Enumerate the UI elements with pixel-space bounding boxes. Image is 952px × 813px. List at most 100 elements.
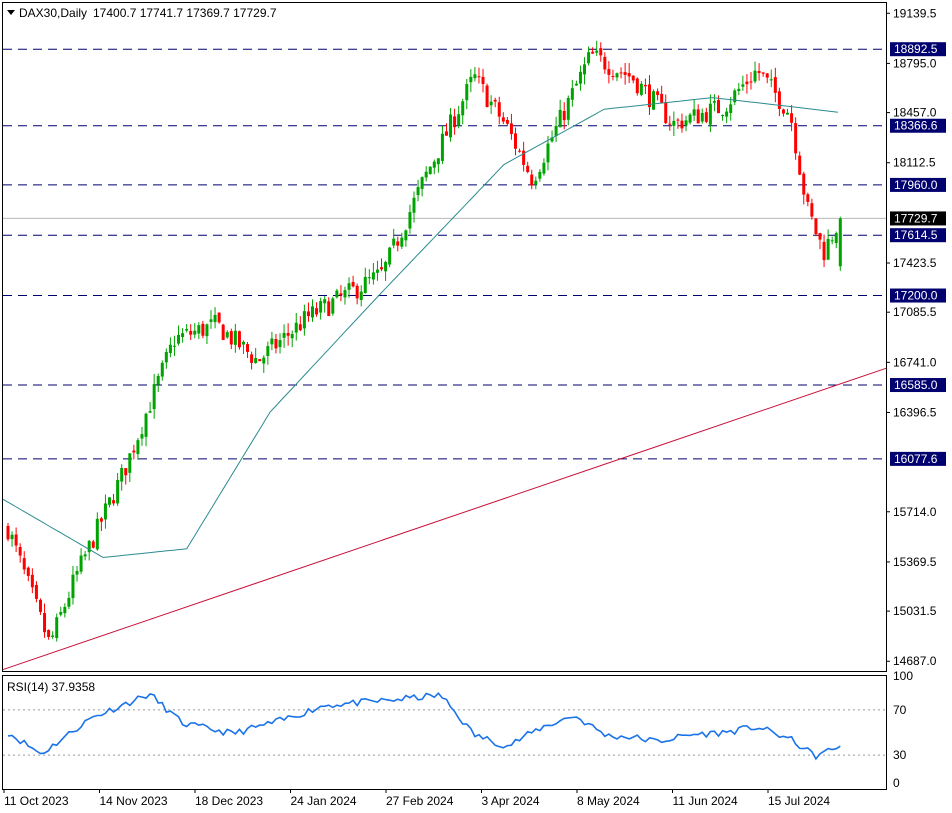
y-tick-label: 16741.0	[893, 355, 937, 369]
candle-body	[631, 75, 635, 81]
candle-body	[570, 88, 574, 100]
y-tick-label: 19139.5	[893, 6, 937, 20]
level-label-box	[890, 177, 946, 192]
current-price-box	[890, 211, 946, 226]
y-tick-label: 17423.5	[893, 256, 937, 270]
candle-body	[59, 611, 63, 615]
candle-body	[10, 534, 14, 540]
candle-body	[193, 330, 197, 335]
candle-body	[38, 599, 42, 612]
candle-body	[603, 56, 607, 70]
candle-body	[444, 131, 448, 136]
candle-body	[189, 330, 193, 335]
candle-body	[392, 238, 396, 246]
candle-body	[347, 283, 351, 290]
candle-body	[335, 290, 339, 298]
candle-body	[116, 479, 120, 504]
candle-body	[680, 120, 684, 129]
x-tick-label: 24 Jan 2024	[291, 794, 357, 808]
date-axis: 11 Oct 2023 14 Nov 2023 18 Dec 2023 24 Jan …	[3, 789, 830, 808]
candle-body	[327, 301, 331, 316]
candle-body	[838, 218, 842, 267]
candle-body	[87, 540, 91, 553]
candle-body	[177, 334, 181, 344]
candle-body	[51, 635, 55, 637]
candle-body	[323, 299, 327, 304]
candle-body	[306, 311, 310, 317]
candle-body	[587, 52, 591, 64]
level-label-box	[890, 378, 946, 393]
y-tick-label: 18457.0	[893, 106, 937, 120]
candle-body	[6, 525, 10, 540]
candle-body	[416, 187, 420, 196]
candle-body	[63, 606, 67, 614]
candle-body	[461, 101, 465, 116]
candle-body	[55, 617, 59, 639]
candle-body	[505, 119, 509, 124]
candle-body	[380, 267, 384, 270]
candle-body	[652, 91, 656, 110]
candle-body	[822, 241, 826, 261]
candle-body	[339, 293, 343, 296]
candle-body	[684, 120, 688, 126]
y-tick-label: 15369.5	[893, 555, 937, 569]
candle-body	[554, 125, 558, 137]
candle-body	[786, 112, 790, 115]
candle-body	[136, 440, 140, 455]
y-tick-label: 18795.0	[893, 56, 937, 70]
candle-body	[258, 359, 262, 362]
candle-body	[388, 247, 392, 265]
candle-body	[250, 354, 254, 363]
candle-body	[725, 111, 729, 117]
candle-body	[436, 158, 440, 165]
main-pane-frame	[2, 2, 887, 672]
candle-body	[319, 301, 323, 313]
moving-average-layer	[2, 97, 839, 559]
candle-body	[254, 358, 258, 363]
candle-body	[43, 613, 47, 633]
menu-triangle-icon[interactable]	[7, 10, 15, 15]
candle-body	[412, 197, 416, 213]
candle-body	[160, 362, 164, 377]
candle-body	[790, 113, 794, 123]
candle-body	[294, 322, 298, 333]
rsi-tick-label: 0	[893, 776, 900, 790]
y-tick-label: 18112.5	[893, 156, 936, 170]
candle-body	[14, 534, 18, 546]
candle-body	[639, 83, 643, 95]
level-label: 16077.6	[894, 452, 938, 466]
candle-body	[384, 261, 388, 272]
x-tick-label: 27 Feb 2024	[386, 794, 454, 808]
candle-body	[75, 571, 79, 575]
y-tick-label: 15031.5	[893, 604, 937, 618]
candle-body	[424, 171, 428, 178]
moving-average-line	[2, 97, 839, 559]
candle-body	[270, 338, 274, 345]
candle-body	[266, 346, 270, 357]
level-label: 17614.5	[894, 228, 938, 242]
candle-body	[643, 84, 647, 87]
candle-body	[497, 102, 501, 117]
candle-body	[635, 78, 639, 94]
candle-body	[696, 109, 700, 124]
candle-body	[672, 120, 676, 126]
candle-body	[457, 114, 461, 126]
candle-body	[773, 77, 777, 93]
x-tick-label: 14 Nov 2023	[100, 794, 168, 808]
candle-body	[830, 240, 834, 242]
level-label: 17200.0	[894, 289, 938, 303]
candle-body	[343, 290, 347, 298]
candle-body	[132, 450, 136, 453]
candle-body	[428, 166, 432, 174]
candle-body	[274, 339, 278, 349]
candle-body	[769, 79, 773, 81]
candle-body	[566, 97, 570, 120]
candle-body	[168, 344, 172, 353]
candle-body	[806, 194, 810, 202]
candle-body	[367, 277, 371, 279]
candle-body	[375, 269, 379, 273]
candle-body	[558, 109, 562, 128]
candle-body	[676, 119, 680, 121]
candle-body	[753, 70, 757, 82]
